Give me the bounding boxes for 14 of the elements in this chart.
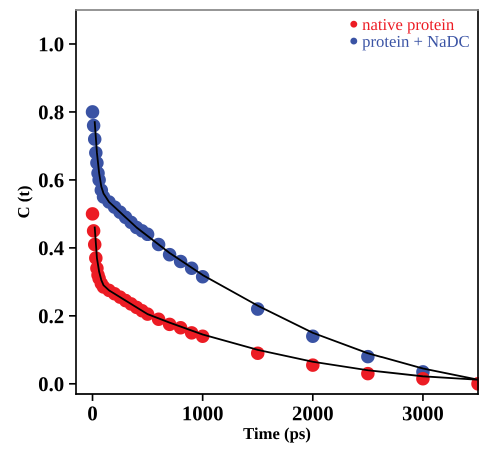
y-tick-label: 0.2 [38,309,64,324]
x-tick-label: 1000 [183,406,223,420]
x-tick-label: 2000 [292,406,333,420]
y-tick-label: 0.4 [38,241,64,256]
legend-label: native protein [362,18,454,34]
legend-label: protein + NaDC [362,36,469,50]
y-tick-label: 1.0 [40,37,64,52]
y-axis-title: C (t) [17,186,33,218]
y-tick-label: 0.0 [38,377,64,392]
x-axis-title: Time (ps) [243,427,310,443]
x-tick-label: 3000 [402,406,443,420]
y-tick-label: 0.6 [38,173,64,188]
x-tick-label: 0 [88,406,97,420]
y-tick-label: 0.8 [38,105,64,120]
